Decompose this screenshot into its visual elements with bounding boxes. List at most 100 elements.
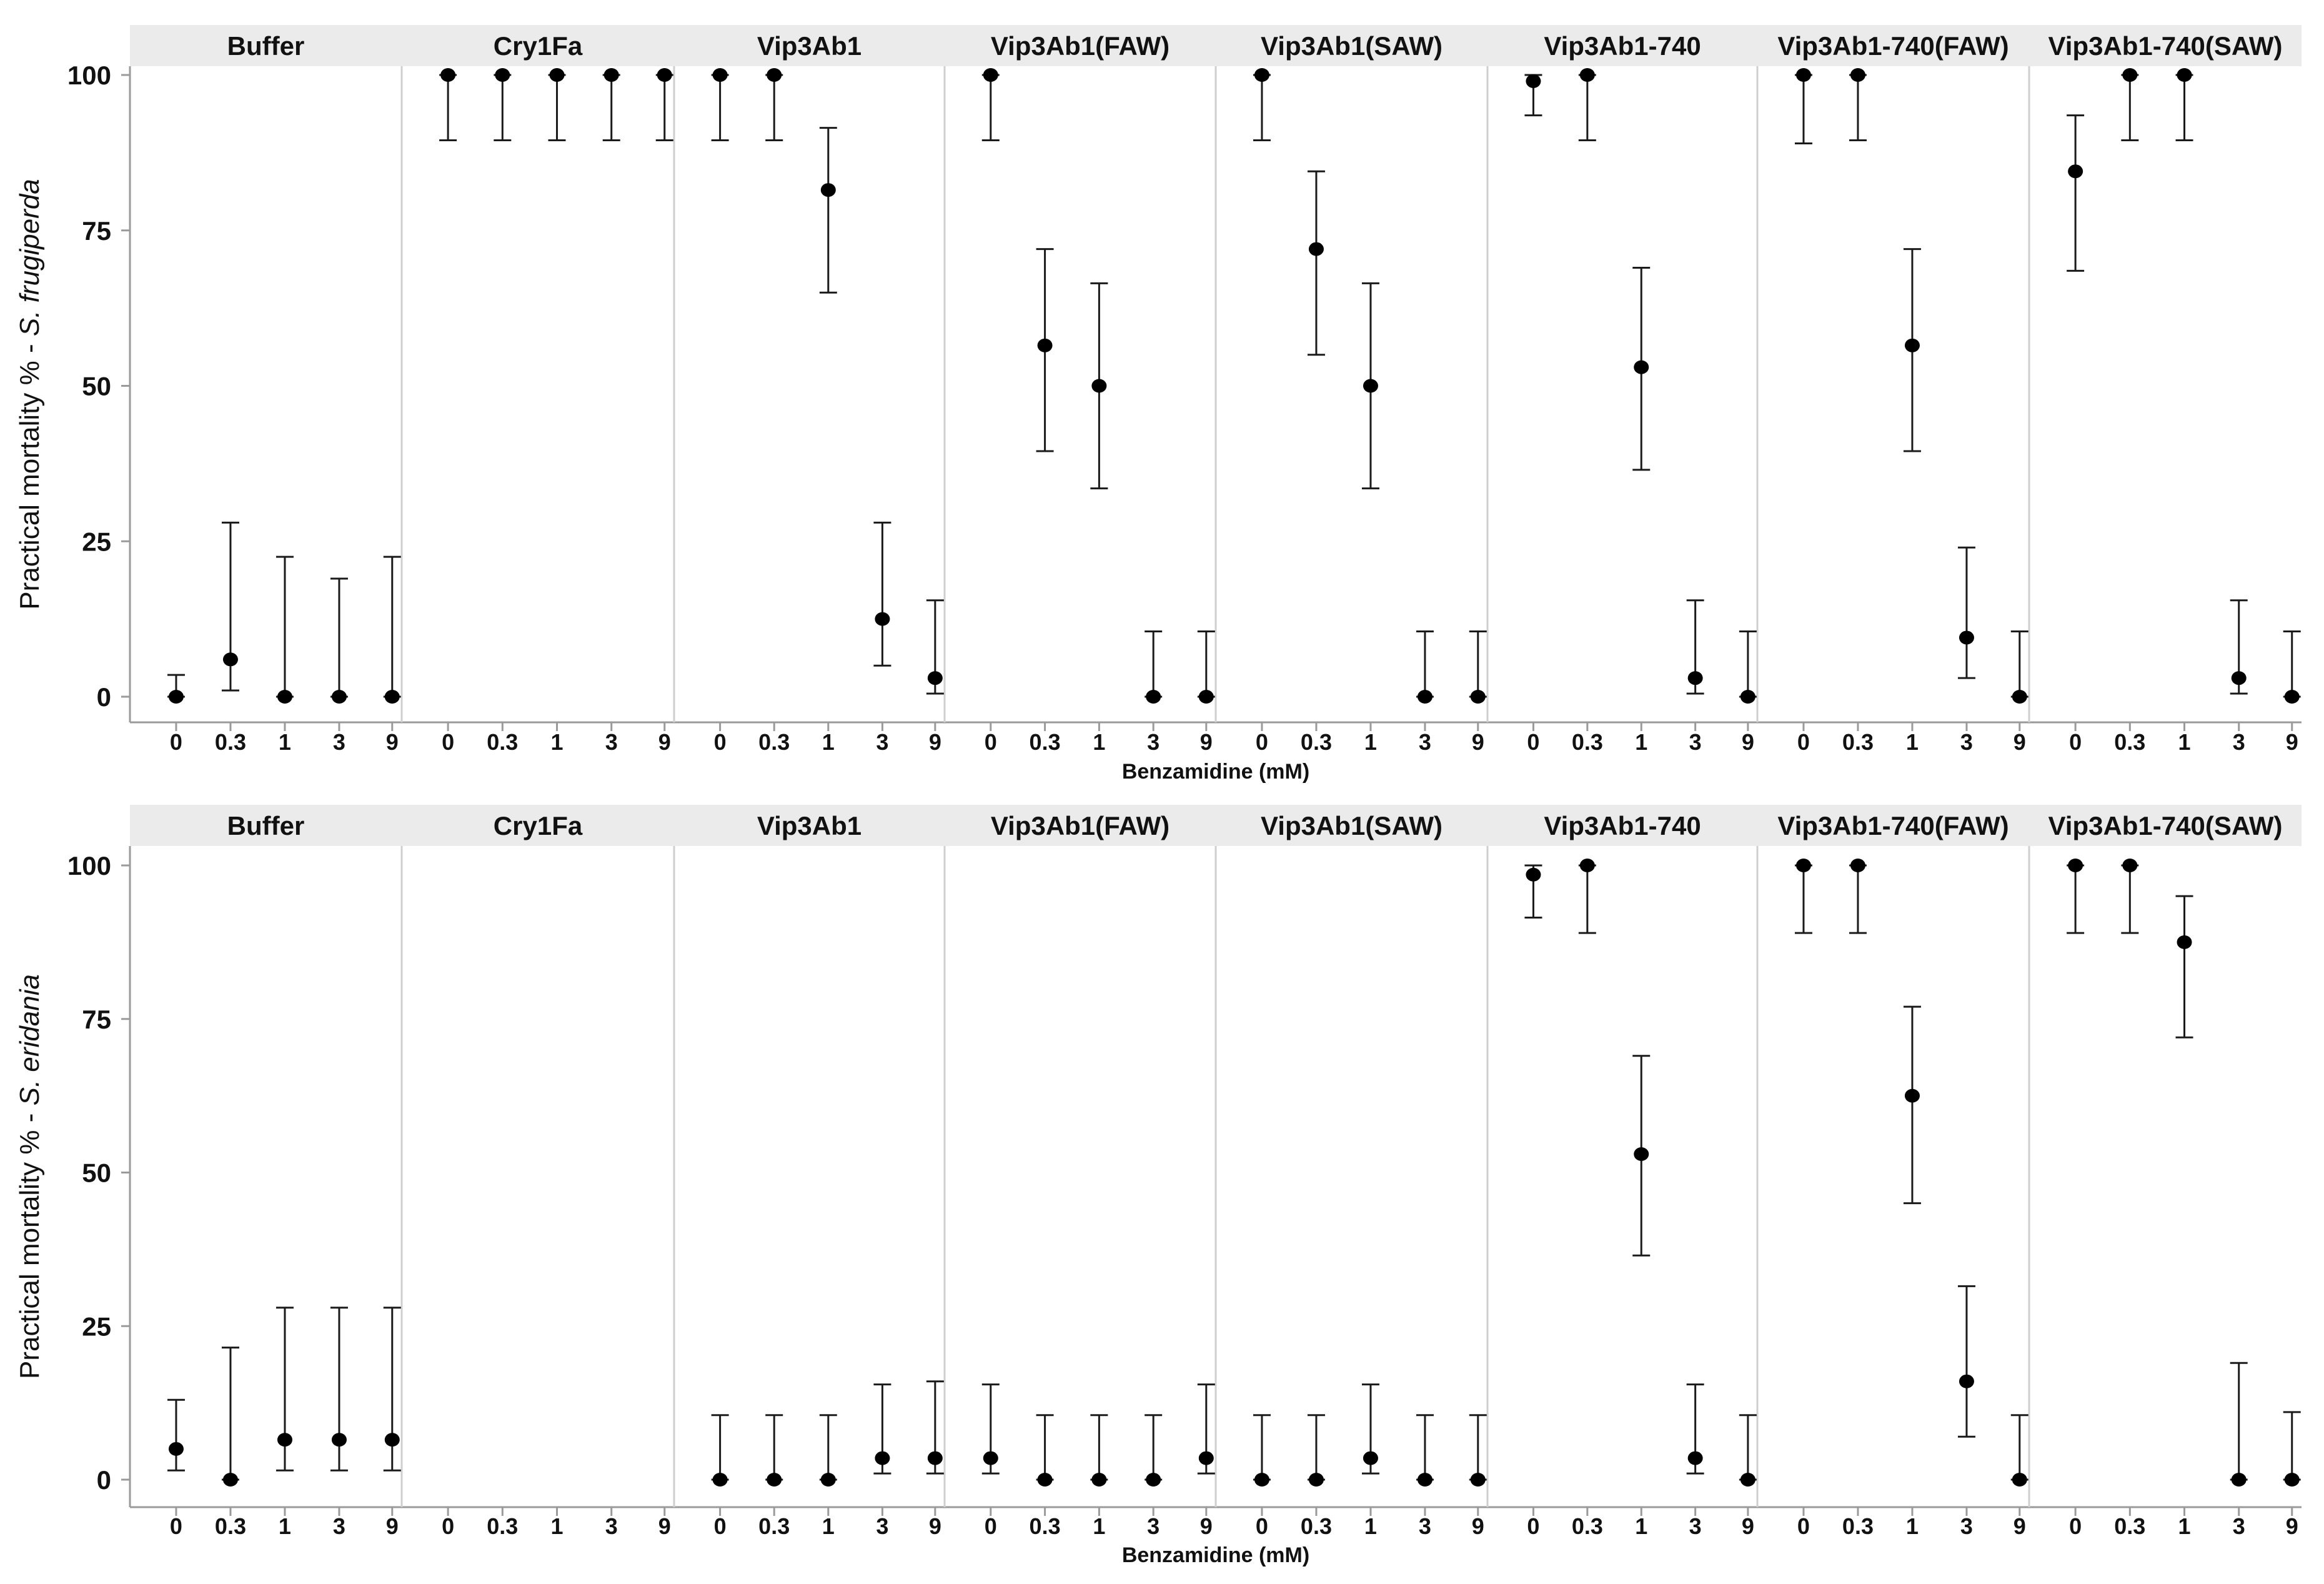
data-point [1198, 690, 1214, 704]
x-tick-label: 3 [1419, 1513, 1431, 1539]
data-point [549, 68, 565, 82]
x-tick-label: 1 [2178, 729, 2191, 755]
x-tick-label: 0.3 [215, 729, 246, 755]
x-tick-label: 9 [1200, 1513, 1213, 1539]
data-point [331, 1433, 347, 1447]
y-tick-label: 75 [82, 1005, 111, 1034]
x-tick-label: 9 [386, 1513, 399, 1539]
x-axis-title: Benzamidine (mM) [1122, 760, 1309, 784]
facet-label: Vip3Ab1-740(SAW) [2048, 811, 2283, 840]
x-tick-label: 9 [929, 1513, 941, 1539]
x-tick-label: 0.3 [1572, 1513, 1603, 1539]
x-tick-label: 0 [2069, 1513, 2082, 1539]
x-tick-label: 0.3 [215, 1513, 246, 1539]
x-tick-label: 1 [551, 1513, 564, 1539]
data-point [1579, 68, 1595, 82]
y-axis-title: Practical mortality % - S. eridania [14, 974, 45, 1379]
facet-label: Cry1Fa [494, 31, 583, 61]
y-tick-label: 100 [67, 61, 111, 90]
x-tick-label: 0 [714, 729, 727, 755]
x-tick-label: 0 [2069, 729, 2082, 755]
data-point [1254, 68, 1269, 82]
x-tick-label: 9 [2286, 1513, 2298, 1539]
data-point [767, 68, 782, 82]
facet-label: Vip3Ab1 [757, 31, 862, 61]
data-point [1526, 867, 1541, 882]
x-tick-label: 0 [1797, 1513, 1810, 1539]
data-point [1037, 1473, 1053, 1487]
x-tick-label: 9 [1742, 1513, 1754, 1539]
x-tick-label: 3 [1960, 729, 1973, 755]
x-tick-label: 3 [605, 729, 618, 755]
data-point [927, 1451, 943, 1465]
data-point [983, 68, 998, 82]
x-tick-label: 3 [1960, 1513, 1973, 1539]
data-point [495, 68, 510, 82]
x-tick-label: 1 [1635, 729, 1647, 755]
x-tick-label: 0.3 [1572, 729, 1603, 755]
x-tick-label: 9 [1200, 729, 1213, 755]
data-point [1308, 242, 1324, 256]
x-tick-label: 0 [1527, 729, 1539, 755]
x-tick-label: 0.3 [2114, 1513, 2145, 1539]
data-point [2012, 690, 2027, 704]
data-point [1904, 1088, 1920, 1103]
x-tick-label: 1 [1364, 729, 1377, 755]
x-tick-label: 0 [442, 729, 454, 755]
data-point [1146, 1473, 1161, 1487]
y-axis-title: Practical mortality % - S. frugiperda [14, 179, 45, 610]
x-tick-label: 3 [605, 1513, 618, 1539]
facet-strip-background [130, 25, 2302, 66]
x-tick-label: 9 [1472, 1513, 1484, 1539]
data-point [222, 1473, 238, 1487]
x-tick-label: 1 [2178, 1513, 2191, 1539]
data-point [277, 1433, 292, 1447]
x-tick-label: 0 [1797, 729, 1810, 755]
x-tick-label: 0.3 [1842, 729, 1874, 755]
data-point [384, 1433, 400, 1447]
data-point [875, 612, 890, 626]
data-point [1740, 690, 1755, 704]
x-tick-label: 1 [1093, 729, 1105, 755]
data-point [1037, 338, 1053, 352]
facet-label: Vip3Ab1-740(SAW) [2048, 31, 2283, 61]
data-point [331, 690, 347, 704]
data-point [603, 68, 619, 82]
facet-label: Vip3Ab1-740 [1544, 31, 1701, 61]
facet-label: Vip3Ab1-740(FAW) [1777, 31, 2009, 61]
data-point [1959, 630, 1974, 645]
x-tick-label: 0.3 [758, 729, 790, 755]
data-point [1634, 360, 1649, 374]
data-point [1363, 379, 1378, 393]
x-tick-label: 0 [985, 729, 997, 755]
data-point [2231, 671, 2247, 685]
facet-label: Vip3Ab1(FAW) [991, 31, 1169, 61]
data-point [1198, 1451, 1214, 1465]
x-axis-title: Benzamidine (mM) [1122, 1543, 1309, 1567]
x-tick-label: 9 [386, 729, 399, 755]
x-tick-label: 3 [333, 1513, 345, 1539]
x-tick-label: 1 [1093, 1513, 1105, 1539]
facet-label: Buffer [227, 31, 305, 61]
x-tick-label: 0 [714, 1513, 727, 1539]
x-tick-label: 9 [1742, 729, 1754, 755]
data-point [712, 68, 728, 82]
x-tick-label: 9 [658, 1513, 671, 1539]
x-tick-label: 3 [2233, 729, 2245, 755]
x-tick-label: 3 [1689, 1513, 1702, 1539]
x-tick-label: 1 [1906, 1513, 1919, 1539]
y-tick-label: 25 [82, 1312, 111, 1341]
data-point [168, 1442, 184, 1456]
data-point [2177, 68, 2192, 82]
data-point [1959, 1374, 1974, 1388]
x-tick-label: 1 [1906, 729, 1919, 755]
data-point [168, 690, 184, 704]
x-tick-label: 3 [1419, 729, 1431, 755]
x-tick-label: 9 [1472, 729, 1484, 755]
facet-label: Vip3Ab1-740 [1544, 811, 1701, 840]
data-point [2068, 164, 2083, 179]
x-tick-label: 0.3 [2114, 729, 2145, 755]
x-tick-label: 1 [279, 729, 291, 755]
data-point [1850, 68, 1865, 82]
data-point [2284, 1473, 2300, 1487]
